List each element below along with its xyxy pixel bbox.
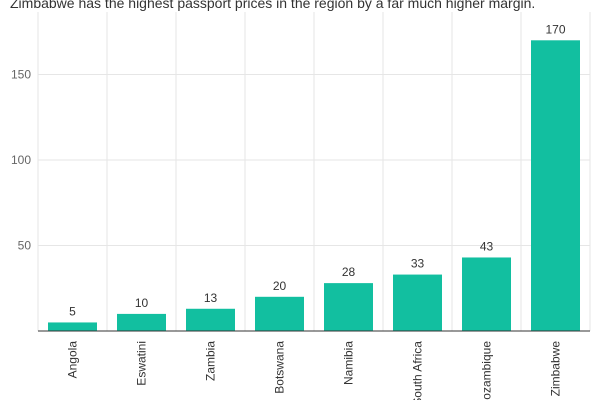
data-label: 33 <box>411 257 425 271</box>
data-label: 43 <box>480 239 494 253</box>
bar <box>186 308 235 331</box>
bars <box>48 40 580 332</box>
x-tick-label: Mozambique <box>480 341 494 400</box>
data-label: 13 <box>204 291 218 305</box>
x-tick-label: Zimbabwe <box>549 341 563 397</box>
bar <box>531 40 580 332</box>
x-tick-label: Namibia <box>342 341 356 385</box>
gridlines <box>37 12 591 331</box>
data-labels: 5 10 13 20 28 33 43 170 <box>69 22 566 318</box>
data-label: 170 <box>545 22 565 36</box>
x-tick-label: South Africa <box>411 341 425 400</box>
chart-title: Zimbabwe has the highest passport prices… <box>10 0 536 11</box>
x-tick-label: Angola <box>66 341 80 379</box>
y-tick-label: 100 <box>11 153 31 167</box>
bar <box>393 274 442 331</box>
bar <box>48 322 97 331</box>
data-label: 10 <box>135 296 149 310</box>
bar <box>117 313 166 331</box>
y-axis-ticks: 50 100 150 <box>11 68 31 253</box>
bar <box>324 283 373 331</box>
x-tick-label: Eswatini <box>135 341 149 386</box>
data-label: 20 <box>273 279 287 293</box>
x-tick-label: Zambia <box>204 341 218 381</box>
x-tick-label: Botswana <box>273 341 287 394</box>
bar <box>462 257 511 331</box>
bar <box>255 296 304 331</box>
y-tick-label: 150 <box>11 68 31 82</box>
data-label: 28 <box>342 265 356 279</box>
x-axis-labels: Angola Eswatini Zambia Botswana Namibia South… <box>66 341 563 400</box>
y-tick-label: 50 <box>18 239 32 253</box>
data-label: 5 <box>69 304 76 318</box>
